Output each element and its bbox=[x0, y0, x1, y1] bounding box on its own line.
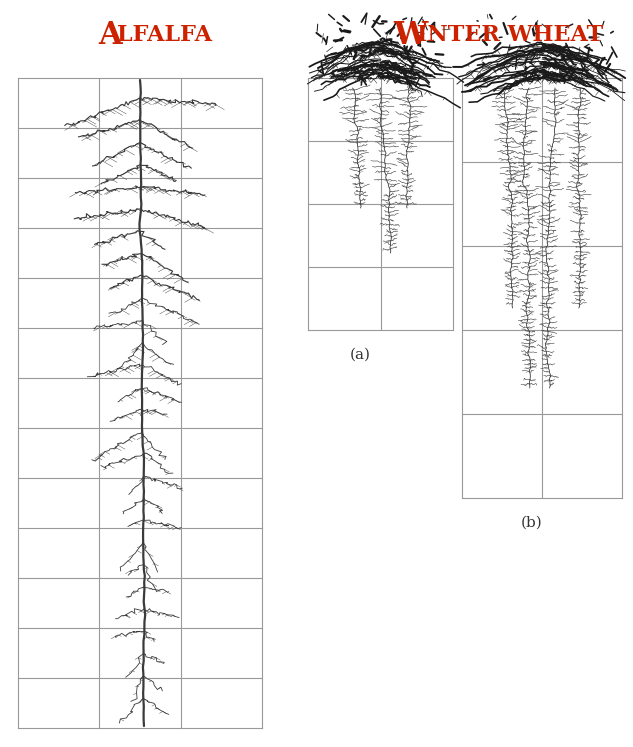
Text: INTER WHEAT: INTER WHEAT bbox=[417, 24, 603, 46]
Text: LFALFA: LFALFA bbox=[117, 24, 212, 46]
Text: W: W bbox=[393, 19, 427, 51]
Text: (b): (b) bbox=[521, 516, 543, 530]
Text: (a): (a) bbox=[350, 348, 371, 362]
Text: A: A bbox=[98, 19, 122, 51]
